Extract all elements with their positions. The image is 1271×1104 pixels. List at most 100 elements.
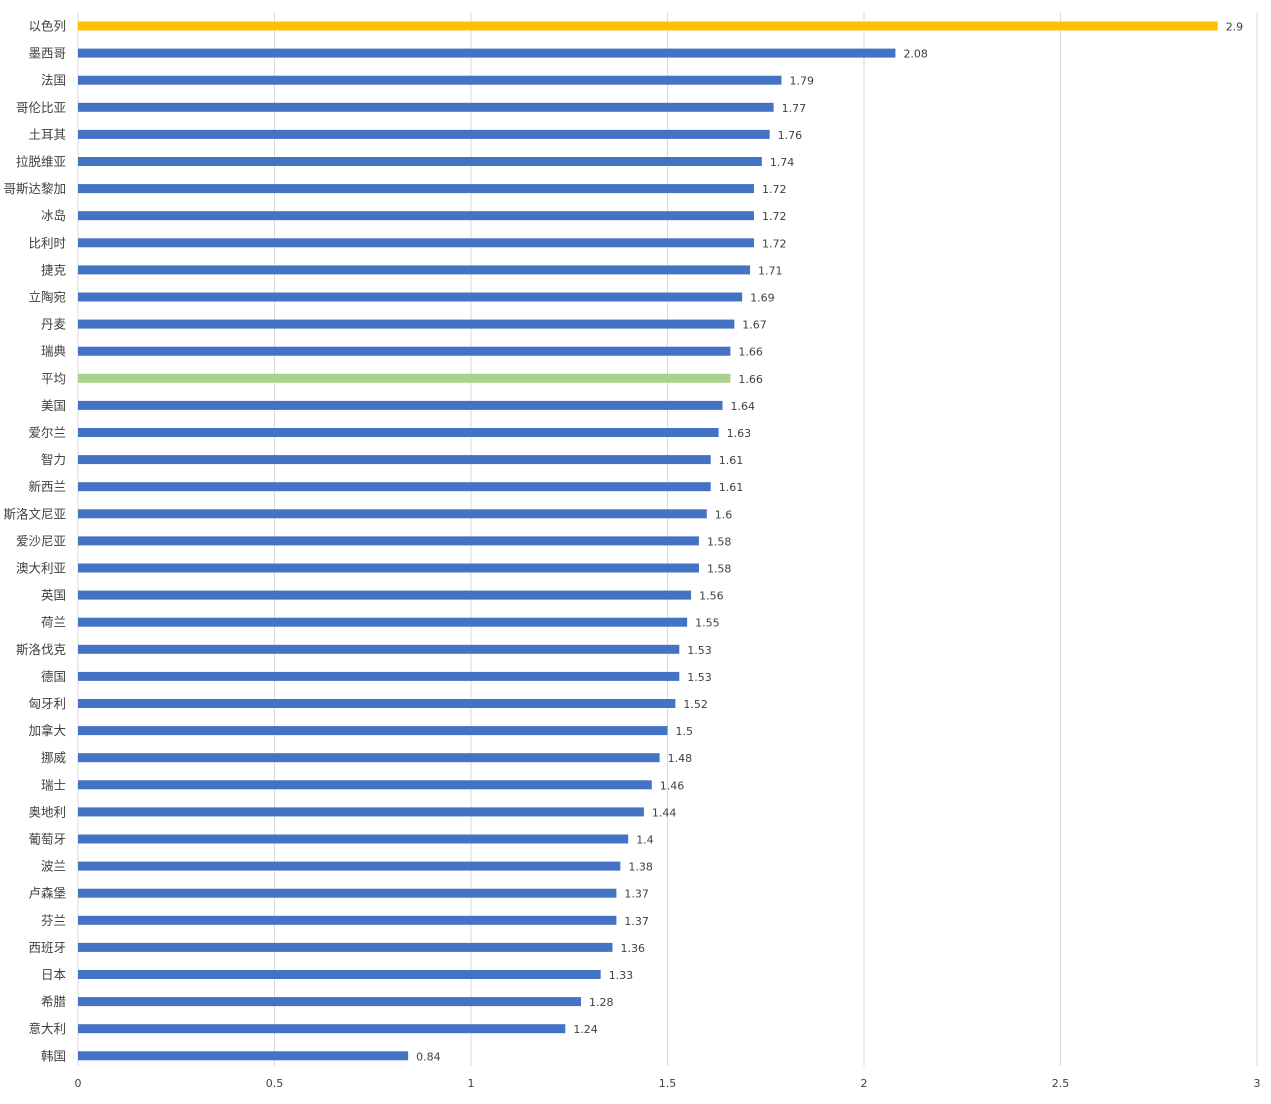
bar [78,509,707,519]
value-labels: 2.9 2.08 1.79 1.77 1.76 1.74 1.72 1.72 1.72 1.71 1… [416,21,1243,1064]
category-label: 匈牙利 [28,696,66,711]
category-label: 瑞士 [41,777,66,792]
bar [78,319,735,329]
data-label: 1.61 [719,454,744,467]
data-label: 1.4 [636,834,654,847]
category-label: 丹麦 [41,317,67,332]
data-label: 2.9 [1226,21,1244,34]
category-label: 立陶宛 [28,290,66,305]
data-label: 1.72 [762,237,787,250]
bar [78,102,774,112]
data-label: 1.66 [738,373,763,386]
data-label: 1.58 [707,535,732,548]
category-label: 卢森堡 [28,886,66,901]
bar [78,455,711,465]
data-label: 1.69 [750,292,775,305]
data-label: 1.55 [695,617,720,630]
x-tick-label: 0.5 [266,1077,284,1090]
category-label: 英国 [41,588,66,603]
bar [78,970,601,979]
category-label: 韩国 [41,1048,66,1063]
bar [78,590,692,600]
data-label: 1.46 [660,779,685,792]
bar [78,292,743,302]
bar [78,644,680,654]
x-tick-label: 1.5 [659,1077,677,1090]
category-label: 瑞典 [41,344,66,359]
data-label: 1.71 [758,264,783,277]
category-label: 哥斯达黎加 [3,181,66,196]
category-label: 美国 [41,398,66,413]
bar [78,536,699,546]
data-label: 1.66 [738,346,763,359]
data-label: 1.63 [727,427,752,440]
category-label: 意大利 [28,1021,66,1036]
data-label: 1.53 [687,644,712,657]
bar [78,1051,409,1061]
bar [78,753,660,763]
data-label: 1.56 [699,590,724,603]
data-label: 1.79 [789,75,814,88]
data-label: 1.77 [782,102,807,115]
category-label: 荷兰 [41,615,66,630]
data-label: 1.37 [624,888,649,901]
category-label: 拉脱维亚 [16,154,66,169]
data-label: 1.72 [762,183,787,196]
category-label: 斯洛伐克 [16,642,66,657]
data-label: 1.36 [620,942,645,955]
x-tick-label: 1 [468,1077,475,1090]
data-label: 1.64 [731,400,756,413]
bar [78,21,1218,31]
bar [78,699,676,708]
data-label: 1.53 [687,671,712,684]
bar [78,75,782,85]
bar [78,48,896,58]
x-tick-label: 3 [1254,1077,1261,1090]
data-label: 1.38 [628,861,653,874]
category-label: 哥伦比亚 [16,100,66,115]
bar [78,780,652,790]
bar [78,888,617,898]
bar [78,563,699,573]
category-label: 以色列 [28,19,66,34]
data-label: 1.24 [573,1023,598,1036]
bar [78,807,644,817]
category-label: 西班牙 [28,940,66,955]
category-label: 希腊 [41,994,67,1009]
bar [78,1024,566,1034]
data-label: 0.84 [416,1050,441,1063]
category-label: 比利时 [28,235,66,250]
bar [78,373,731,383]
data-label: 1.28 [589,996,614,1009]
category-label: 日本 [41,967,67,982]
category-label: 土耳其 [28,127,66,142]
category-label: 斯洛文尼亚 [3,506,66,521]
data-label: 1.61 [719,481,744,494]
category-label: 冰岛 [41,208,66,223]
bar [78,997,582,1007]
category-label: 智力 [41,452,66,467]
category-label: 爱尔兰 [28,425,66,440]
x-axis-ticks: 0 0.5 1 1.5 2 2.5 3 [75,1077,1261,1090]
data-label: 1.76 [778,129,803,142]
bar [78,265,751,275]
category-label: 捷克 [41,262,66,277]
bar [78,861,621,871]
data-label: 1.67 [742,319,767,332]
category-label: 法国 [41,73,66,88]
bar [78,482,711,492]
category-label: 芬兰 [41,913,66,928]
category-label: 新西兰 [28,479,66,494]
bar [78,915,617,925]
bar [78,942,613,952]
data-label: 1.58 [707,563,732,576]
data-label: 1.6 [715,508,733,521]
data-label: 2.08 [903,48,928,61]
category-label: 波兰 [41,859,66,874]
x-tick-label: 2.5 [1052,1077,1070,1090]
category-label: 墨西哥 [28,46,66,61]
bars [78,21,1218,1061]
x-tick-label: 0 [75,1077,82,1090]
bar [78,726,668,736]
